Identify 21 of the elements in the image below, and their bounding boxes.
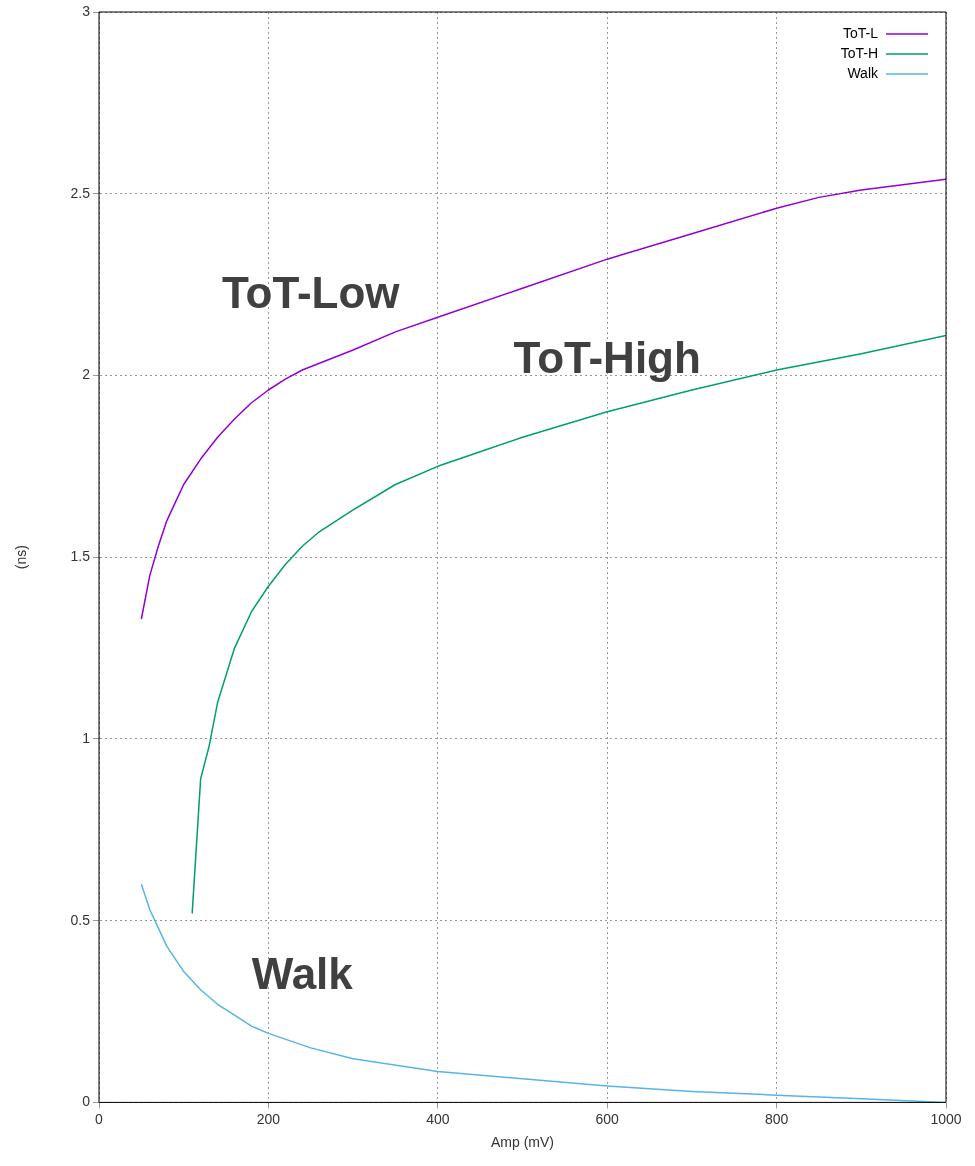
y-axis-title: (ns) bbox=[13, 545, 30, 570]
y-tick-label: 1 bbox=[82, 729, 91, 746]
x-tick-label: 600 bbox=[595, 1110, 620, 1127]
annotation: ToT-High bbox=[513, 333, 701, 383]
x-tick-label: 200 bbox=[256, 1110, 281, 1127]
annotation: Walk bbox=[251, 949, 354, 999]
y-tick-label: 0.5 bbox=[70, 911, 91, 928]
x-tick-label: 1000 bbox=[930, 1110, 962, 1127]
legend-label: Walk bbox=[847, 64, 879, 81]
y-tick-label: 0 bbox=[82, 1093, 91, 1110]
y-tick-label: 2 bbox=[82, 366, 91, 383]
x-tick-label: 800 bbox=[764, 1110, 789, 1127]
y-tick-label: 1.5 bbox=[70, 548, 91, 565]
annotation: ToT-Low bbox=[221, 267, 401, 317]
legend-label: ToT-H bbox=[840, 44, 878, 61]
x-tick-label: 0 bbox=[95, 1110, 104, 1127]
x-axis-title: Amp (mV) bbox=[491, 1134, 554, 1151]
y-tick-label: 2.5 bbox=[70, 184, 91, 201]
x-tick-label: 400 bbox=[426, 1110, 450, 1127]
legend-label: ToT-L bbox=[842, 24, 879, 41]
y-tick-label: 3 bbox=[82, 2, 91, 19]
